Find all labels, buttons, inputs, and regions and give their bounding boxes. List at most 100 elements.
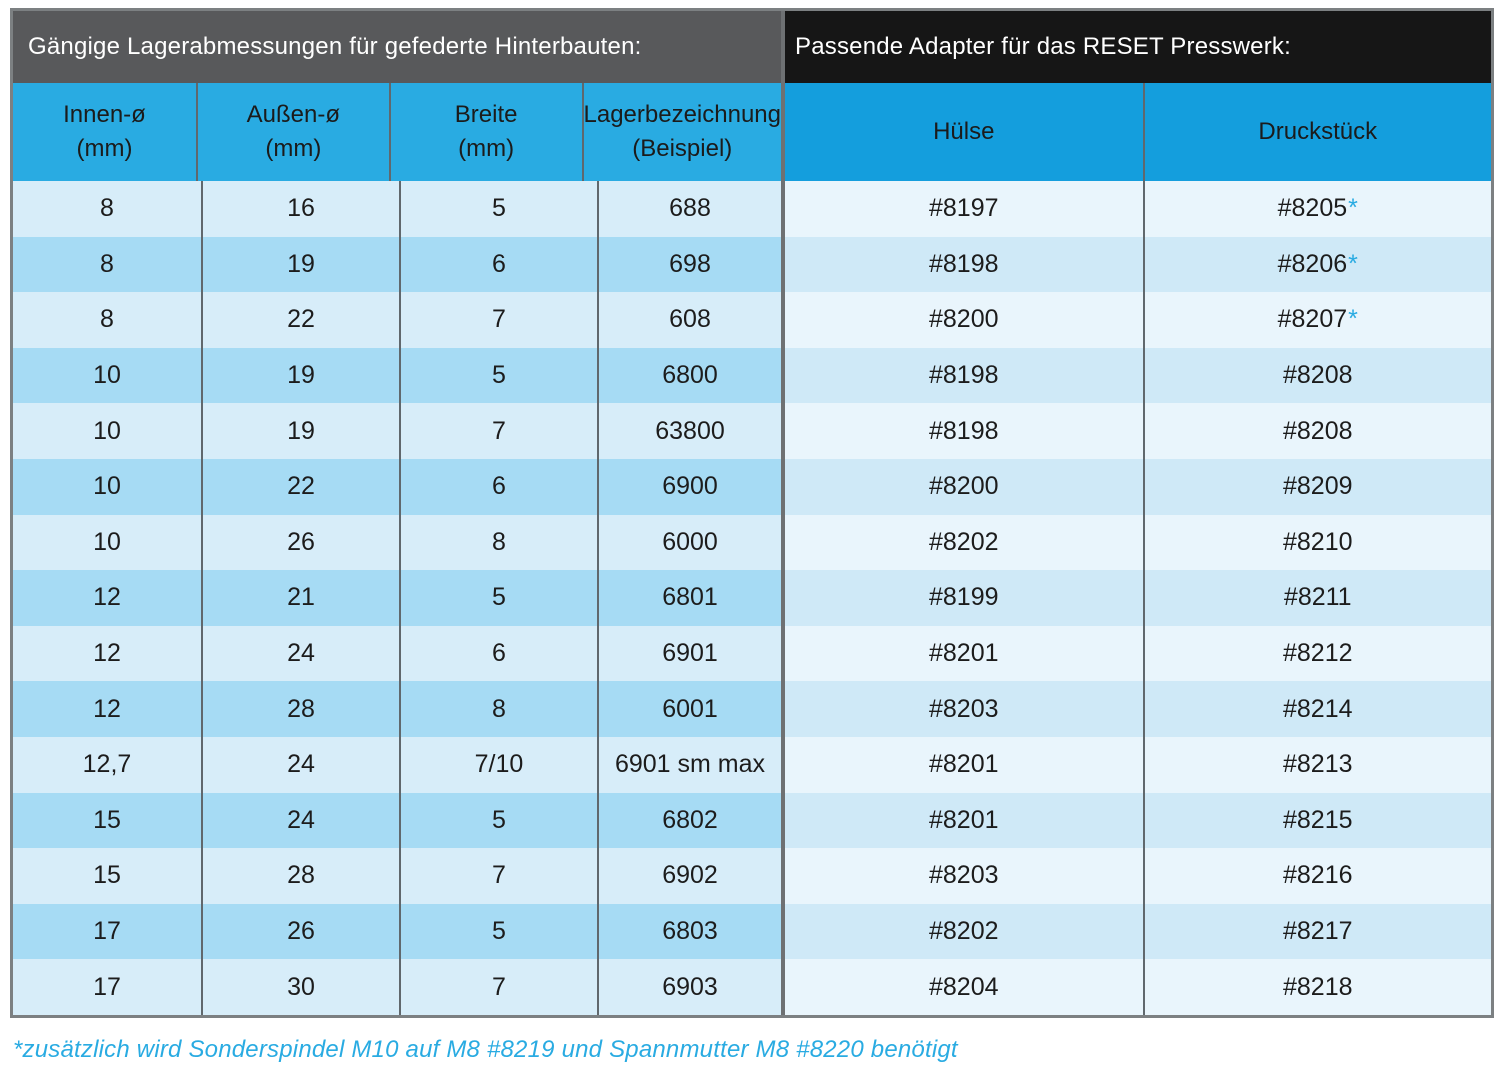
bearing-table-row: 10 26 8 6000 [13, 514, 781, 571]
table-cell: #8205 * [1144, 181, 1491, 237]
column-header-line: Lagerbezeichnung [583, 101, 782, 129]
table-cell: 12,7 [13, 736, 203, 793]
table-cell: #8208 [1144, 347, 1491, 404]
adapter-table-row: #8203 #8214 [785, 681, 1491, 737]
bearing-dimensions-section: Gängige Lagerabmessungen für gefederte H… [13, 11, 781, 1015]
table-cell: 19 [203, 403, 401, 459]
right-column-headers: Hülse Druckstück [785, 83, 1491, 181]
table-cell: #8198 [785, 347, 1145, 404]
table-cell: 6 [401, 625, 599, 682]
table-cell: 608 [599, 292, 781, 348]
adapter-table-row: #8200 #8209 [785, 458, 1491, 515]
bearing-table-row: 8 16 5 688 [13, 181, 781, 237]
table-cell: #8204 [785, 959, 1145, 1015]
table-cell: 5 [401, 792, 599, 849]
bearing-adapter-table: Gängige Lagerabmessungen für gefederte H… [10, 8, 1494, 1018]
table-cell: 16 [203, 181, 401, 237]
left-table-body: 8 16 5 688 8 19 6 698 8 22 7 608 10 19 5 6800 10 19 7 63800… [13, 181, 781, 1015]
table-cell: #8218 [1144, 959, 1491, 1015]
footnote-asterisk: * [1348, 305, 1358, 334]
adapter-table-row: #8201 #8215 [785, 792, 1491, 849]
table-cell: 24 [203, 792, 401, 849]
bearing-table-row: 15 28 7 6902 [13, 848, 781, 904]
bearing-table-row: 12 28 8 6001 [13, 681, 781, 737]
table-cell: #8214 [1144, 681, 1491, 737]
adapter-table-row: #8200 #8207 * [785, 292, 1491, 348]
table-cell: #8210 [1144, 514, 1491, 571]
adapter-table-row: #8197 #8205 * [785, 181, 1491, 237]
table-cell: 8 [13, 292, 203, 348]
table-cell: 7 [401, 848, 599, 904]
table-cell: 10 [13, 514, 203, 571]
table-cell: 6901 sm max [599, 736, 781, 793]
table-cell: 6900 [599, 458, 781, 515]
table-cell: 10 [13, 347, 203, 404]
bearing-table-row: 17 26 5 6803 [13, 903, 781, 960]
table-cell: 17 [13, 959, 203, 1015]
table-cell: 30 [203, 959, 401, 1015]
table-cell: 6 [401, 236, 599, 293]
table-cell: #8203 [785, 681, 1145, 737]
table-cell: #8198 [785, 403, 1145, 459]
column-header-line: (mm) [76, 135, 133, 162]
table-cell: #8216 [1144, 848, 1491, 904]
table-cell: 6801 [599, 570, 781, 626]
column-header-huelse: Hülse [785, 83, 1145, 181]
table-cell: 7 [401, 959, 599, 1015]
table-cell: 24 [203, 625, 401, 682]
table-cell: 63800 [599, 403, 781, 459]
bearing-table-row: 15 24 5 6802 [13, 792, 781, 849]
table-cell: 8 [13, 236, 203, 293]
bearing-table-row: 12,7 24 7/10 6901 sm max [13, 736, 781, 793]
column-header-aussen: Außen-ø (mm) [197, 83, 391, 181]
left-section-title: Gängige Lagerabmessungen für gefederte H… [13, 11, 781, 83]
table-cell: 21 [203, 570, 401, 626]
table-cell: 8 [13, 181, 203, 237]
adapter-table-row: #8201 #8212 [785, 625, 1491, 682]
adapter-table-row: #8202 #8210 [785, 514, 1491, 571]
bearing-table-row: 17 30 7 6903 [13, 959, 781, 1015]
table-cell: #8206 * [1144, 236, 1491, 293]
table-cell: #8201 [785, 625, 1145, 682]
table-cell: 5 [401, 570, 599, 626]
bearing-table-row: 8 22 7 608 [13, 292, 781, 348]
column-header-druckstueck: Druckstück [1144, 83, 1491, 181]
table-cell: 22 [203, 458, 401, 515]
table-cell: #8207 * [1144, 292, 1491, 348]
table-cell: 5 [401, 181, 599, 237]
table-cell: 6901 [599, 625, 781, 682]
table-cell: 6001 [599, 681, 781, 737]
bearing-table-row: 8 19 6 698 [13, 236, 781, 293]
bearing-table-row: 10 19 5 6800 [13, 347, 781, 404]
table-cell: 6 [401, 458, 599, 515]
table-cell: 698 [599, 236, 781, 293]
table-cell: #8201 [785, 792, 1145, 849]
column-header-innen: Innen-ø (mm) [13, 83, 198, 181]
table-cell: 22 [203, 292, 401, 348]
table-cell: #8200 [785, 458, 1145, 515]
table-cell: 6902 [599, 848, 781, 904]
table-cell: 24 [203, 736, 401, 793]
table-cell: #8203 [785, 848, 1145, 904]
footnote: *zusätzlich wird Sonderspindel M10 auf M… [13, 1036, 958, 1063]
adapter-table-row: #8202 #8217 [785, 903, 1491, 960]
column-header-line: Innen-ø [63, 101, 146, 129]
table-cell: #8202 [785, 514, 1145, 571]
table-cell: 5 [401, 903, 599, 960]
footnote-asterisk: * [1348, 194, 1358, 223]
table-cell: 6000 [599, 514, 781, 571]
table-cell: 26 [203, 514, 401, 571]
adapter-table-row: #8203 #8216 [785, 848, 1491, 904]
right-section-title: Passende Adapter für das RESET Presswerk… [785, 11, 1491, 83]
table-cell: #8215 [1144, 792, 1491, 849]
footnote-asterisk: * [1348, 249, 1358, 278]
table-cell: 6803 [599, 903, 781, 960]
table-cell: 5 [401, 347, 599, 404]
bearing-table-row: 10 19 7 63800 [13, 403, 781, 459]
bearing-table-row: 10 22 6 6900 [13, 458, 781, 515]
table-cell: 7 [401, 403, 599, 459]
table-cell: 19 [203, 236, 401, 293]
adapter-table-row: #8198 #8206 * [785, 236, 1491, 293]
table-cell: #8209 [1144, 458, 1491, 515]
